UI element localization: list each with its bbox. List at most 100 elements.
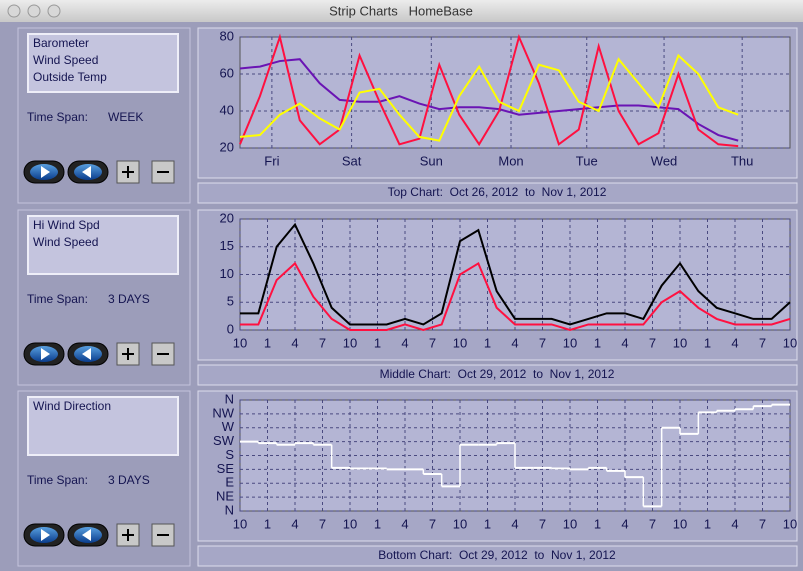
- zoom-in-button[interactable]: [116, 342, 140, 366]
- y-tick-label: 60: [220, 65, 234, 80]
- y-tick-label: 80: [220, 28, 234, 43]
- forward-button-arrow: [82, 348, 91, 360]
- caption-bar: [197, 182, 798, 204]
- back-button-arrow: [41, 529, 50, 541]
- x-tick-label: Thu: [731, 153, 753, 168]
- x-tick-label: Wed: [651, 153, 678, 168]
- y-tick-label: SE: [217, 461, 235, 476]
- x-tick-label: 4: [401, 335, 408, 350]
- x-tick-label: 1: [264, 516, 271, 531]
- legend-entry: Barometer: [33, 36, 89, 50]
- forward-button[interactable]: [67, 160, 109, 184]
- x-tick-label: 10: [673, 516, 687, 531]
- zoom-out-button[interactable]: [151, 160, 175, 184]
- x-tick-label: 4: [731, 335, 738, 350]
- y-tick-label: N: [225, 502, 234, 517]
- x-tick-label: 7: [759, 335, 766, 350]
- x-tick-label: 10: [453, 516, 467, 531]
- axis: 0 5 10 15 20 10 1 4 7 10 1 4 7 10 1 4 7 10 1 4 7 10 1 4 7 10: [220, 210, 798, 350]
- x-tick-label: Tue: [576, 153, 598, 168]
- zoom-out-button[interactable]: [151, 342, 175, 366]
- x-tick-label: 4: [291, 516, 298, 531]
- x-tick-label: 7: [319, 335, 326, 350]
- time-span-value: 3 DAYS: [108, 473, 150, 487]
- x-tick-label: 1: [594, 516, 601, 531]
- x-tick-label: 7: [539, 516, 546, 531]
- chart-caption: Middle Chart: Oct 29, 2012 to Nov 1, 201…: [380, 367, 615, 381]
- caption-bar: [197, 364, 798, 386]
- legend-entry: Hi Wind Spd: [33, 218, 100, 232]
- legend-box: [27, 396, 179, 456]
- zoom-in-button[interactable]: [116, 160, 140, 184]
- back-button[interactable]: [23, 342, 65, 366]
- x-tick-label: Fri: [264, 153, 279, 168]
- y-tick-label: 40: [220, 102, 234, 117]
- window-title: Strip Charts HomeBase: [329, 3, 473, 18]
- x-tick-label: 4: [401, 516, 408, 531]
- close-button[interactable]: [7, 4, 21, 18]
- time-span-value: 3 DAYS: [108, 292, 150, 306]
- y-tick-label: 5: [227, 294, 234, 309]
- zoom-out-button[interactable]: [151, 523, 175, 547]
- y-tick-label: 20: [220, 210, 234, 225]
- forward-button[interactable]: [67, 523, 109, 547]
- y-tick-label: 20: [220, 139, 234, 154]
- x-tick-label: 10: [343, 335, 357, 350]
- series-line: [240, 222, 791, 326]
- time-span-label: Time Span:: [27, 292, 88, 306]
- back-button-arrow: [41, 166, 50, 178]
- x-tick-label: 1: [704, 335, 711, 350]
- x-tick-label: 10: [343, 516, 357, 531]
- y-tick-label: 10: [220, 266, 234, 281]
- back-button[interactable]: [23, 160, 65, 184]
- zoom-button[interactable]: [47, 4, 61, 18]
- x-tick-label: 4: [621, 335, 628, 350]
- x-tick-label: Mon: [498, 153, 523, 168]
- x-tick-label: 1: [704, 516, 711, 531]
- legend-entry: Wind Speed: [33, 53, 98, 67]
- y-tick-label: NE: [216, 489, 234, 504]
- time-span-value: WEEK: [108, 110, 143, 124]
- time-span-label: Time Span:: [27, 110, 88, 124]
- time-span-label: Time Span:: [27, 473, 88, 487]
- series-line: [240, 261, 791, 332]
- y-tick-label: SW: [213, 433, 235, 448]
- x-tick-label: 10: [233, 335, 247, 350]
- back-button[interactable]: [23, 523, 65, 547]
- x-tick-label: 7: [649, 516, 656, 531]
- series-line: [239, 33, 739, 148]
- x-tick-label: 4: [621, 516, 628, 531]
- y-tick-label: NW: [212, 405, 234, 420]
- legend-entry: Wind Direction: [33, 399, 111, 413]
- x-tick-label: 4: [511, 335, 518, 350]
- x-tick-label: 1: [594, 335, 601, 350]
- y-tick-label: S: [225, 447, 234, 462]
- y-tick-label: E: [225, 475, 234, 490]
- y-tick-label: 15: [220, 238, 234, 253]
- legend-box: [27, 215, 179, 275]
- x-tick-label: 1: [374, 335, 381, 350]
- y-tick-label: W: [222, 419, 235, 434]
- x-tick-label: 10: [783, 516, 797, 531]
- forward-button[interactable]: [67, 342, 109, 366]
- legend-entry: Outside Temp: [33, 70, 107, 84]
- x-tick-label: 7: [539, 335, 546, 350]
- zoom-in-button[interactable]: [116, 523, 140, 547]
- legend-entry: Wind Speed: [33, 235, 98, 249]
- minimize-button[interactable]: [27, 4, 41, 18]
- x-tick-label: Sat: [342, 153, 362, 168]
- x-tick-label: 7: [429, 335, 436, 350]
- x-tick-label: Sun: [420, 153, 443, 168]
- x-tick-label: 10: [783, 335, 797, 350]
- zoom-in-button-icon: [122, 348, 134, 360]
- zoom-in-button-icon: [122, 529, 134, 541]
- back-button-arrow: [41, 348, 50, 360]
- x-tick-label: 10: [453, 335, 467, 350]
- x-tick-label: 7: [759, 516, 766, 531]
- x-tick-label: 1: [264, 335, 271, 350]
- y-tick-label: N: [225, 391, 234, 406]
- series-line: [239, 53, 739, 142]
- x-tick-label: 4: [511, 516, 518, 531]
